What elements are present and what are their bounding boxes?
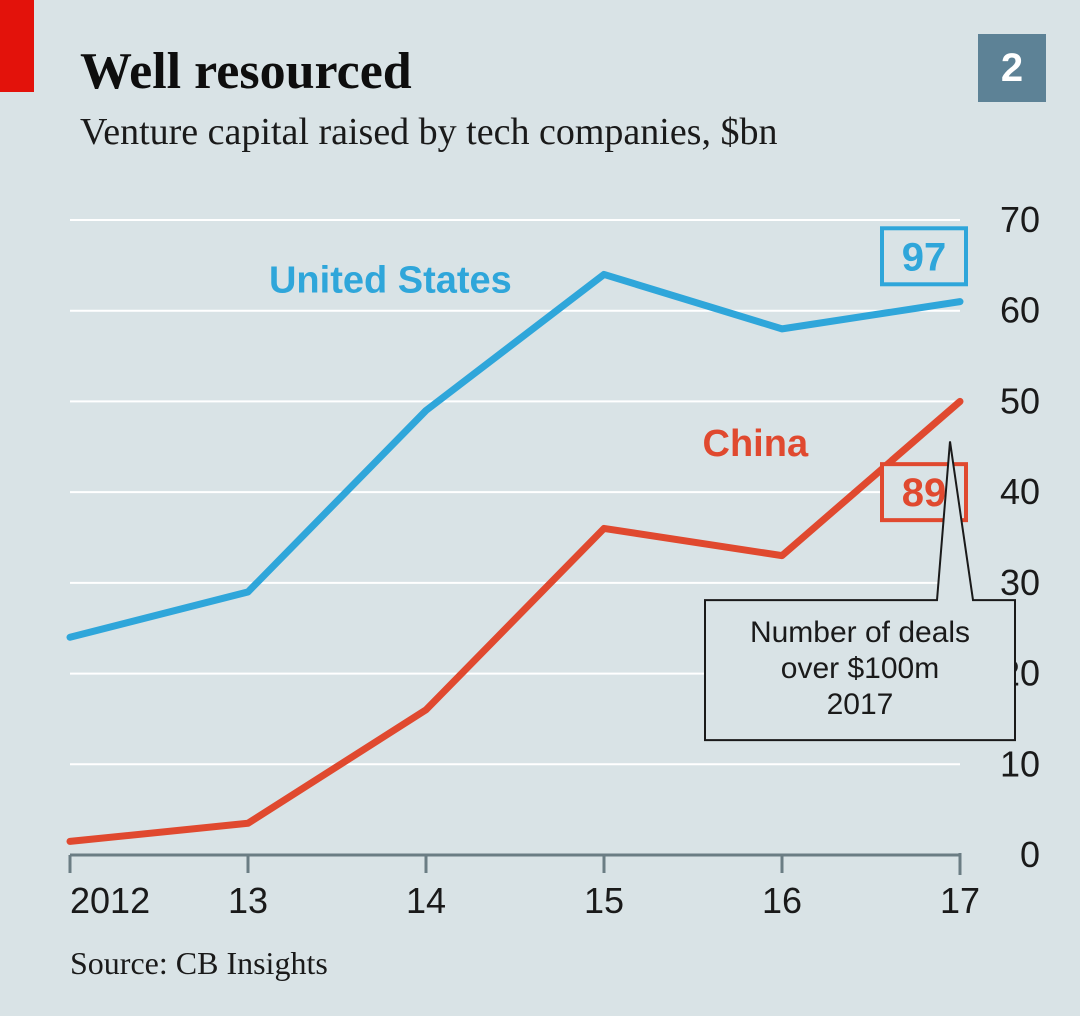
x-tick-label: 2012 [70,880,150,921]
y-tick-label: 40 [1000,471,1040,512]
y-tick-label: 50 [1000,380,1040,421]
x-tick-label: 16 [762,880,802,921]
y-tick-label: 10 [1000,743,1040,784]
series-badge-value: 97 [902,235,947,279]
callout-line: Number of deals [750,616,970,649]
y-tick-label: 60 [1000,290,1040,331]
x-tick-label: 14 [406,880,446,921]
x-tick-label: 15 [584,880,624,921]
x-tick-label: 13 [228,880,268,921]
y-tick-label: 30 [1000,562,1040,603]
x-tick-label: 17 [940,880,980,921]
callout-line: over $100m [781,652,939,685]
series-label-us: United States [269,260,512,302]
y-tick-label: 0 [1020,834,1040,875]
series-badge-value: 89 [902,471,947,515]
y-tick-label: 70 [1000,199,1040,240]
callout-line: 2017 [827,688,894,721]
source-label: Source: CB Insights [70,945,328,982]
line-chart: 01020304050607020121314151617United Stat… [0,0,1080,1016]
series-label-china: China [703,423,809,465]
